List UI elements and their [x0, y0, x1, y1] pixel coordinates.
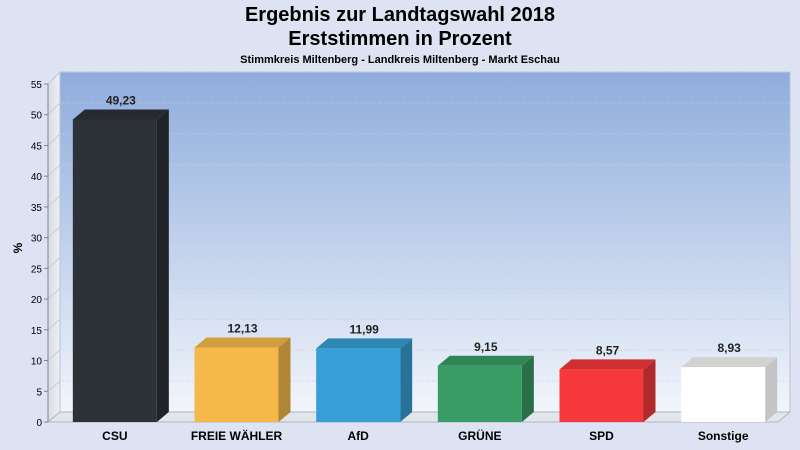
y-tick-label: 40	[31, 172, 43, 183]
gridline-side	[47, 287, 61, 300]
y-tick-label: 50	[31, 111, 43, 122]
y-tick-label: 45	[31, 141, 43, 152]
value-labels: 49,23 12,13 11,99 9,15 8,57 8,93	[106, 93, 741, 357]
bar-front	[681, 367, 766, 422]
y-tick-label: 5	[36, 387, 42, 398]
gridline-side	[47, 195, 61, 208]
bar-2	[316, 338, 413, 422]
x-tick-label: SPD	[589, 429, 614, 443]
bar-1	[194, 337, 291, 422]
x-tick-label: Sonstige	[698, 429, 749, 443]
value-label: 9,15	[474, 340, 498, 354]
y-tick-label: 0	[36, 418, 42, 429]
gridline-side	[47, 226, 61, 239]
y-axis: 0 5 10 15 20 25 30 35 40 45 50 55	[31, 80, 49, 429]
y-tick-label: 10	[31, 357, 43, 368]
bar-side	[643, 359, 656, 422]
bar-side	[400, 338, 413, 422]
gridline-side	[47, 164, 61, 177]
value-label: 12,13	[227, 321, 257, 335]
bar-top	[316, 338, 413, 349]
bar-3	[437, 355, 534, 422]
x-tick-label: CSU	[102, 429, 127, 443]
bar-front	[72, 119, 157, 422]
bar-top	[194, 337, 291, 348]
gridline-side	[47, 71, 61, 85]
gridline-side	[47, 380, 61, 392]
plot-left-wall	[47, 70, 61, 424]
y-tick-label: 20	[31, 295, 43, 306]
gridline-side	[47, 133, 61, 146]
bar-front	[559, 369, 644, 422]
x-tick-label: AfD	[348, 429, 370, 443]
y-tick-label: 35	[31, 203, 43, 214]
y-tick-label: 30	[31, 234, 43, 245]
bar-5	[681, 357, 778, 422]
bar-top	[681, 357, 778, 368]
bar-side	[278, 337, 291, 422]
gridline-side	[47, 349, 61, 361]
bar-front	[316, 348, 401, 422]
chart-title-line-2: Erststimmen in Prozent	[288, 28, 512, 50]
y-axis-label: %	[11, 242, 25, 253]
plot-back-wall	[59, 71, 791, 413]
gridline-side	[47, 318, 61, 331]
x-tick-label: GRÜNE	[458, 428, 501, 443]
bar-front	[437, 365, 522, 422]
bar-0	[72, 109, 169, 422]
gridline-side	[47, 102, 61, 116]
bar-top	[72, 109, 169, 120]
x-tick-label: FREIE WÄHLER	[191, 428, 283, 443]
chart-title: Ergebnis zur Landtagswahl 2018	[244, 4, 556, 26]
chart-subtitle: Stimmkreis Miltenberg - Landkreis Milten…	[240, 54, 560, 66]
y-tick-label: 55	[31, 80, 43, 91]
bar-top	[437, 355, 534, 366]
bar-top	[559, 359, 656, 370]
bar-side	[156, 109, 169, 422]
bar-side	[765, 357, 778, 422]
bars	[72, 109, 778, 422]
value-label: 8,57	[596, 343, 620, 357]
y-tick-label: 25	[31, 264, 43, 275]
gridlines	[47, 71, 790, 392]
value-label: 8,93	[717, 341, 741, 355]
bar-front	[194, 347, 279, 422]
value-label: 49,23	[106, 93, 136, 107]
bar-side	[521, 355, 534, 422]
gridline-side	[47, 257, 61, 269]
bar-4	[559, 359, 656, 422]
value-label: 11,99	[349, 322, 379, 336]
x-axis: CSU FREIE WÄHLER AfD GRÜNE SPD Sonstige	[102, 428, 749, 443]
y-tick-label: 15	[31, 326, 43, 337]
